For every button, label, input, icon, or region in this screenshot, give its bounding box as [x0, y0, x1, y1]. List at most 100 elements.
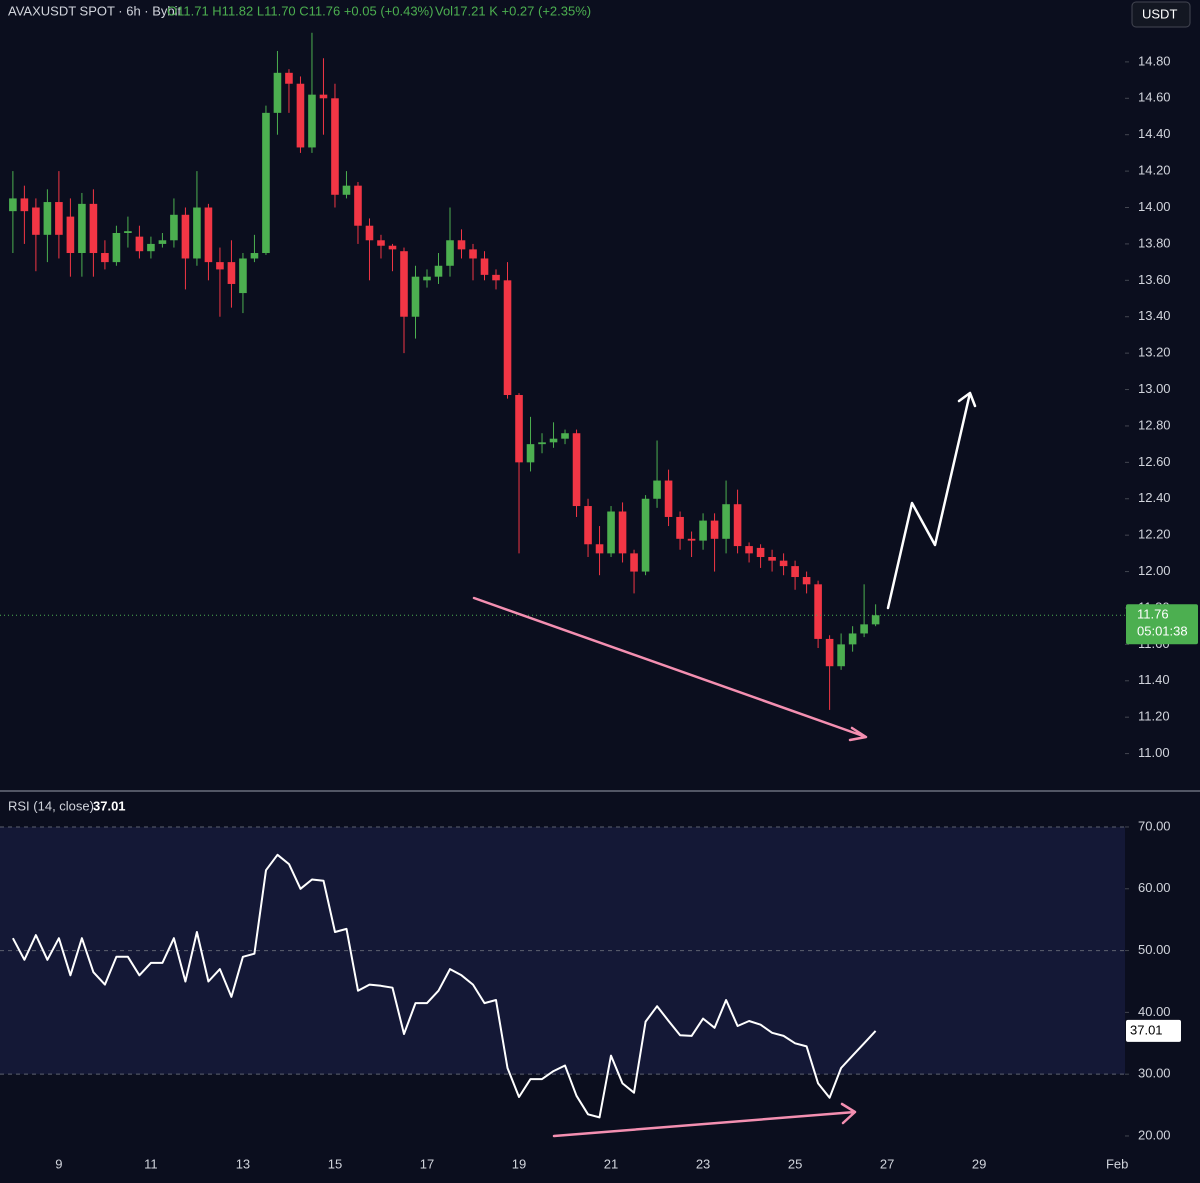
candle-body: [710, 520, 719, 539]
candle-body: [434, 265, 443, 277]
divergence-arrow: [472, 596, 868, 742]
candle-body: [722, 504, 730, 539]
x-tick-label: 9: [55, 1156, 62, 1171]
candle-body: [791, 566, 799, 578]
currency-button[interactable]: [1131, 1, 1191, 28]
candle-body: [388, 245, 397, 250]
candle-body: [55, 202, 63, 235]
candle-body: [469, 249, 477, 259]
rsi-last-value: 37.01: [1130, 1022, 1163, 1037]
candle-body: [181, 214, 190, 259]
candle-body: [89, 203, 98, 254]
candle-body: [342, 185, 351, 195]
candle-body: [745, 546, 753, 554]
candle-body: [699, 520, 707, 541]
candle-body: [308, 94, 316, 148]
candle-body: [572, 433, 581, 507]
candle-body: [733, 504, 742, 547]
candle-body: [216, 262, 224, 270]
candle-body: [9, 198, 17, 212]
candle-body: [101, 253, 109, 263]
y-tick-label: 13.20: [1138, 345, 1171, 360]
rsi-divergence-arrow: [552, 1102, 857, 1138]
projection-arrow: [886, 391, 977, 610]
last-price: 11.76: [1137, 607, 1169, 622]
candle-body: [204, 207, 213, 263]
candle-body: [170, 214, 178, 241]
candle-body: [848, 633, 857, 645]
rsi-title: RSI (14, close): [8, 798, 94, 813]
last-price-box: [1126, 604, 1198, 645]
candle-body: [871, 615, 880, 625]
candle-body: [641, 498, 650, 572]
candle-body: [354, 185, 362, 226]
y-tick-label: 13.00: [1138, 381, 1171, 396]
x-tick-label: 19: [512, 1156, 526, 1171]
candle-body: [296, 83, 305, 148]
candle-body: [147, 243, 155, 252]
x-tick-label: 11: [144, 1156, 158, 1171]
x-tick-label: 29: [972, 1156, 986, 1171]
x-tick-label: 21: [604, 1156, 618, 1171]
candle-body: [607, 511, 615, 554]
candle-body: [768, 557, 776, 561]
candle-body: [43, 202, 52, 235]
candle-body: [664, 480, 673, 517]
candle-body: [20, 198, 29, 212]
candle-body: [687, 538, 696, 541]
candle-body: [66, 216, 75, 254]
candle-body: [158, 240, 167, 244]
x-tick-label: 17: [420, 1156, 434, 1171]
candle-body: [676, 516, 684, 539]
candle-body: [239, 258, 247, 294]
candle-body: [331, 98, 339, 195]
x-tick-label: 15: [328, 1156, 342, 1171]
y-tick-label: 14.80: [1138, 53, 1171, 68]
y-tick-label: 60.00: [1138, 880, 1171, 895]
currency[interactable]: USDT: [1142, 6, 1177, 21]
x-tick-label: Feb: [1106, 1156, 1128, 1171]
y-tick-label: 70.00: [1138, 818, 1171, 833]
candle-body: [480, 258, 489, 275]
x-tick-label: 23: [696, 1156, 710, 1171]
candle-body: [584, 506, 592, 545]
y-tick-label: 12.00: [1138, 563, 1171, 578]
candle-body: [446, 240, 454, 266]
candle-body: [595, 544, 604, 554]
candle-body: [538, 442, 546, 445]
y-tick-label: 40.00: [1138, 1004, 1171, 1019]
candle-body: [135, 236, 144, 252]
y-tick-label: 14.40: [1138, 126, 1171, 141]
candle-body: [561, 433, 569, 439]
candle-body: [837, 644, 845, 667]
rsi-value: 37.01: [93, 798, 126, 813]
y-tick-label: 12.60: [1138, 454, 1171, 469]
candle-body: [802, 577, 811, 585]
candle-body: [457, 240, 466, 250]
x-tick-label: 13: [236, 1156, 250, 1171]
y-tick-label: 11.20: [1138, 709, 1170, 724]
y-tick-label: 13.40: [1138, 308, 1171, 323]
y-tick-label: 30.00: [1138, 1066, 1171, 1081]
y-tick-label: 11.00: [1138, 745, 1170, 760]
candle-body: [503, 280, 512, 395]
candle-body: [78, 203, 86, 254]
candle-body: [124, 231, 132, 233]
y-tick-label: 14.20: [1138, 163, 1171, 178]
rsi-last-box: [1126, 1019, 1181, 1042]
candle-body: [825, 638, 834, 667]
y-tick-label: 13.80: [1138, 235, 1171, 250]
candle-body: [227, 262, 236, 284]
candle-body: [273, 72, 282, 113]
candle-body: [423, 276, 431, 281]
x-tick-label: 27: [880, 1156, 894, 1171]
candle-body: [618, 511, 627, 554]
candle-body: [779, 560, 788, 567]
y-tick-label: 12.20: [1138, 527, 1171, 542]
candle-body: [549, 438, 558, 443]
candle-body: [860, 624, 868, 634]
annotations: [472, 391, 977, 1138]
y-tick-label: 50.00: [1138, 942, 1171, 957]
candle-body: [526, 444, 535, 463]
